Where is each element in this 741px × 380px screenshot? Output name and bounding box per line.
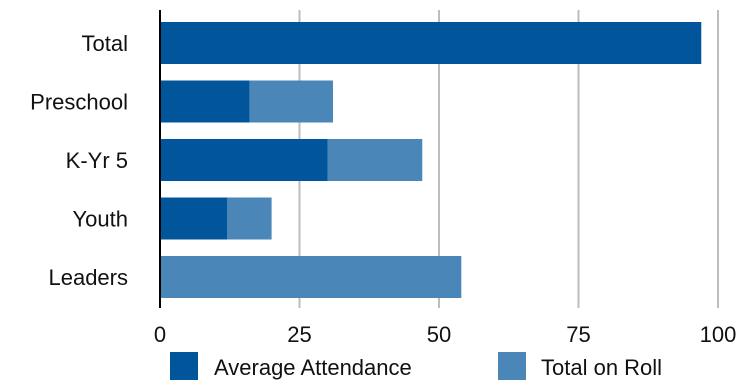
category-label-k-yr-5: K-Yr 5 xyxy=(66,148,128,173)
category-label-total: Total xyxy=(82,31,128,56)
legend-label-total-on-roll: Total on Roll xyxy=(541,355,662,380)
bar-total-on-roll-leaders xyxy=(160,256,462,298)
x-tick-label-50: 50 xyxy=(427,322,451,347)
bar-average-attendance-total xyxy=(160,22,702,64)
bar-average-attendance-youth xyxy=(160,197,227,240)
bars xyxy=(160,22,702,298)
x-tick-label-75: 75 xyxy=(566,322,590,347)
legend: Average Attendance Total on Roll xyxy=(170,352,662,380)
legend-swatch-total-on-roll xyxy=(498,352,526,380)
bar-average-attendance-preschool xyxy=(160,80,250,123)
x-tick-label-0: 0 xyxy=(154,322,166,347)
x-tick-label-25: 25 xyxy=(287,322,311,347)
legend-swatch-average-attendance xyxy=(170,352,198,380)
x-tick-label-100: 100 xyxy=(700,322,737,347)
category-labels: Total Preschool K-Yr 5 Youth Leaders xyxy=(30,31,128,290)
tick-labels: 0 25 50 75 100 xyxy=(154,322,736,347)
category-label-leaders: Leaders xyxy=(48,265,128,290)
category-label-preschool: Preschool xyxy=(30,90,128,115)
category-label-youth: Youth xyxy=(73,207,128,232)
bar-average-attendance-k-yr-5 xyxy=(160,139,328,181)
legend-label-average-attendance: Average Attendance xyxy=(214,355,412,380)
